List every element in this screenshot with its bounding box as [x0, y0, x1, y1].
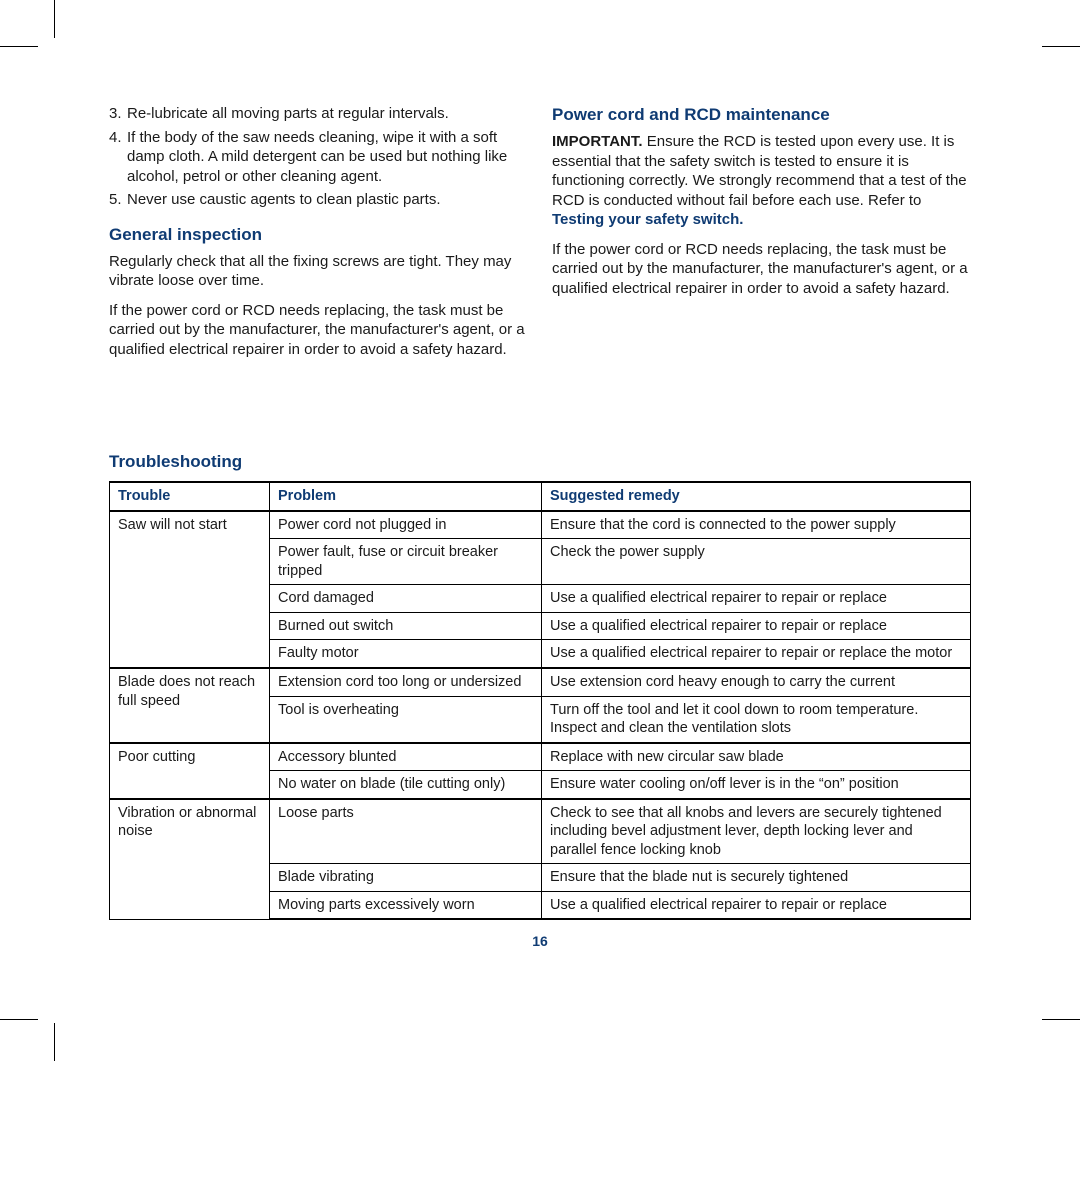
list-item: 5. Never use caustic agents to clean pla… [109, 190, 528, 210]
crop-mark [1042, 1019, 1080, 1020]
crop-mark [0, 1019, 38, 1020]
cross-reference: Testing your safety switch. [552, 211, 743, 228]
problem-cell: Faulty motor [270, 640, 542, 668]
remedy-cell: Use a qualified electrical repairer to r… [542, 891, 971, 919]
problem-cell: Accessory blunted [270, 743, 542, 771]
two-column-layout: 3. Re-lubricate all moving parts at regu… [109, 104, 971, 369]
problem-cell: Power cord not plugged in [270, 511, 542, 539]
section-heading-power-cord: Power cord and RCD maintenance [552, 104, 971, 126]
crop-mark [54, 1023, 55, 1061]
col-header-trouble: Trouble [110, 482, 270, 511]
crop-mark [1042, 46, 1080, 47]
table-row: Blade does not reach full speedExtension… [110, 668, 971, 696]
problem-cell: Tool is overheating [270, 696, 542, 743]
crop-mark [0, 46, 38, 47]
trouble-cell: Saw will not start [110, 511, 270, 668]
paragraph: Regularly check that all the fixing scre… [109, 252, 528, 291]
remedy-cell: Ensure that the blade nut is securely ti… [542, 864, 971, 892]
paragraph: IMPORTANT. Ensure the RCD is tested upon… [552, 132, 971, 230]
paragraph: If the power cord or RCD needs replacing… [552, 240, 971, 299]
important-label: IMPORTANT. [552, 133, 643, 150]
list-text: Re-lubricate all moving parts at regular… [127, 104, 528, 124]
remedy-cell: Ensure water cooling on/off lever is in … [542, 771, 971, 799]
trouble-cell: Blade does not reach full speed [110, 668, 270, 743]
crop-mark [54, 0, 55, 38]
manual-page: 3. Re-lubricate all moving parts at regu… [0, 0, 1080, 1193]
problem-cell: Cord damaged [270, 585, 542, 613]
list-number: 5. [109, 190, 127, 210]
list-item: 4. If the body of the saw needs cleaning… [109, 128, 528, 187]
remedy-cell: Check to see that all knobs and levers a… [542, 799, 971, 864]
troubleshooting-section: Troubleshooting Trouble Problem Suggeste… [109, 451, 971, 920]
list-number: 3. [109, 104, 127, 124]
troubleshooting-table: Trouble Problem Suggested remedy Saw wil… [109, 481, 971, 920]
remedy-cell: Use a qualified electrical repairer to r… [542, 612, 971, 640]
problem-cell: Blade vibrating [270, 864, 542, 892]
left-column: 3. Re-lubricate all moving parts at regu… [109, 104, 528, 369]
section-heading-troubleshooting: Troubleshooting [109, 451, 971, 473]
list-text: Never use caustic agents to clean plasti… [127, 190, 528, 210]
table-header-row: Trouble Problem Suggested remedy [110, 482, 971, 511]
remedy-cell: Use a qualified electrical repairer to r… [542, 585, 971, 613]
problem-cell: Power fault, fuse or circuit breaker tri… [270, 539, 542, 585]
page-content: 3. Re-lubricate all moving parts at regu… [109, 104, 971, 951]
problem-cell: Extension cord too long or undersized [270, 668, 542, 696]
trouble-cell: Poor cutting [110, 743, 270, 799]
problem-cell: No water on blade (tile cutting only) [270, 771, 542, 799]
col-header-problem: Problem [270, 482, 542, 511]
remedy-cell: Turn off the tool and let it cool down t… [542, 696, 971, 743]
problem-cell: Burned out switch [270, 612, 542, 640]
list-number: 4. [109, 128, 127, 187]
remedy-cell: Check the power supply [542, 539, 971, 585]
paragraph: If the power cord or RCD needs replacing… [109, 301, 528, 360]
section-heading-general-inspection: General inspection [109, 224, 528, 246]
table-row: Vibration or abnormal noiseLoose partsCh… [110, 799, 971, 864]
problem-cell: Loose parts [270, 799, 542, 864]
table-row: Saw will not startPower cord not plugged… [110, 511, 971, 539]
remedy-cell: Use a qualified electrical repairer to r… [542, 640, 971, 668]
page-number: 16 [109, 932, 971, 950]
right-column: Power cord and RCD maintenance IMPORTANT… [552, 104, 971, 369]
trouble-cell: Vibration or abnormal noise [110, 799, 270, 920]
list-item: 3. Re-lubricate all moving parts at regu… [109, 104, 528, 124]
list-text: If the body of the saw needs cleaning, w… [127, 128, 528, 187]
col-header-remedy: Suggested remedy [542, 482, 971, 511]
table-row: Poor cuttingAccessory bluntedReplace wit… [110, 743, 971, 771]
remedy-cell: Ensure that the cord is connected to the… [542, 511, 971, 539]
remedy-cell: Use extension cord heavy enough to carry… [542, 668, 971, 696]
problem-cell: Moving parts excessively worn [270, 891, 542, 919]
remedy-cell: Replace with new circular saw blade [542, 743, 971, 771]
